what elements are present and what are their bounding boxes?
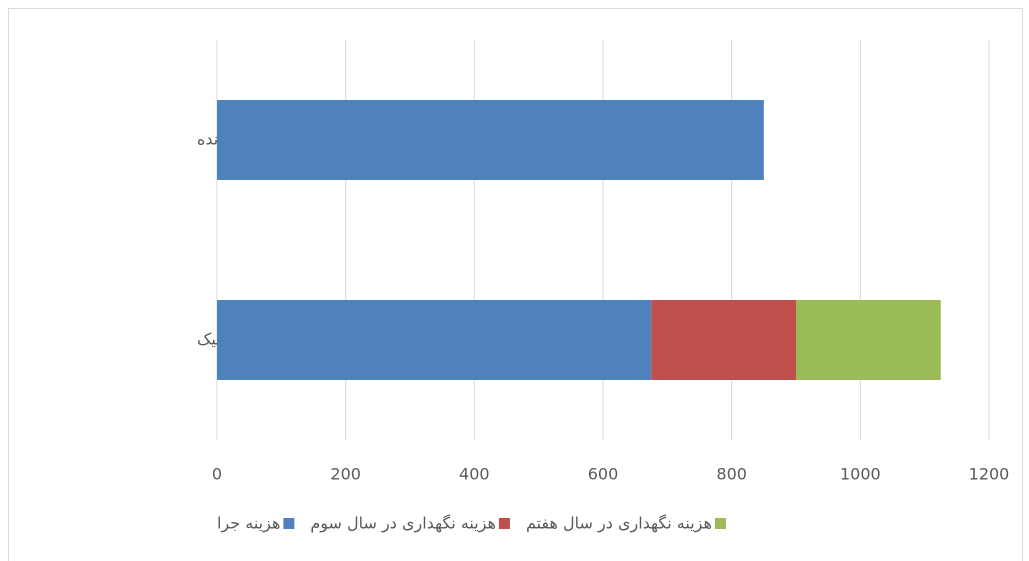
bar-segment: [217, 100, 764, 180]
page: {"chart_data": {"type": "stacked-bar-hor…: [0, 0, 1029, 561]
legend-swatch: [283, 518, 294, 529]
bar-segment: [217, 300, 651, 380]
x-tick-label: 1200: [969, 465, 1010, 484]
bar-segment: [651, 300, 796, 380]
x-tick-label: 1000: [840, 465, 881, 484]
x-tick-label: 600: [588, 465, 619, 484]
x-tick-label: 0: [212, 465, 222, 484]
legend-swatch: [499, 518, 510, 529]
chart: 020040060080010001200رنگ خود تمیز شوندهر…: [0, 0, 1029, 561]
legend-label: هزینه نگهداری در سال سوم: [310, 514, 496, 534]
x-tick-label: 800: [716, 465, 747, 484]
legend-swatch: [715, 518, 726, 529]
x-tick-label: 200: [330, 465, 361, 484]
x-tick-label: 400: [459, 465, 490, 484]
bar-segment: [796, 300, 941, 380]
legend-label: هزینه جرا: [217, 514, 280, 534]
legend-label: هزینه نگهداری در سال هفتم: [526, 514, 712, 534]
